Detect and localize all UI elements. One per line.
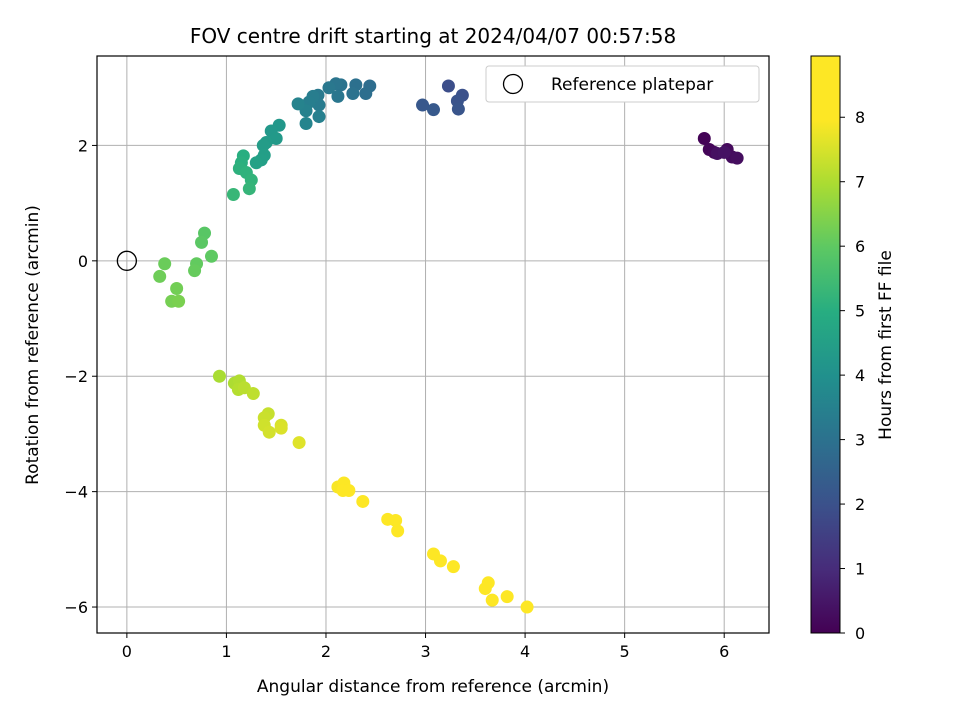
data-point (433, 554, 447, 568)
data-point (242, 182, 256, 196)
colorbar-tick-label: 3 (855, 431, 865, 450)
colorbar-tick-label: 0 (855, 624, 865, 643)
data-point (249, 156, 263, 170)
data-point (359, 87, 373, 101)
y-axis-ticks: −6 −4 −2 0 2 (64, 136, 97, 617)
colorbar-tick-label: 8 (855, 108, 865, 127)
data-point (170, 282, 184, 296)
colorbar (810, 55, 841, 634)
y-tick-label: 2 (78, 136, 88, 155)
data-point (416, 98, 430, 112)
data-point (195, 235, 209, 249)
x-axis-label: Angular distance from reference (arcmin) (257, 677, 609, 697)
y-tick-label: −4 (64, 483, 88, 502)
data-point (697, 132, 711, 146)
data-point (172, 294, 186, 308)
data-point (291, 97, 305, 111)
data-point (274, 421, 288, 435)
data-point (346, 87, 360, 101)
data-point (322, 81, 336, 95)
chart-title: FOV centre drift starting at 2024/04/07 … (190, 24, 676, 48)
x-tick-label: 2 (321, 642, 331, 661)
data-point (226, 187, 240, 201)
data-point (441, 79, 455, 93)
colorbar-tick-label: 1 (855, 560, 865, 579)
colorbar-ticks: 0 1 2 3 4 5 6 7 8 (840, 108, 865, 643)
data-point (331, 89, 345, 103)
y-tick-label: 0 (78, 252, 88, 271)
grid-lines (97, 56, 769, 633)
data-point (312, 110, 326, 124)
legend: Reference platepar (485, 65, 760, 103)
data-point (478, 582, 492, 596)
reference-marker (116, 250, 138, 271)
x-tick-label: 3 (420, 642, 430, 661)
reference-platepar-marker (116, 250, 138, 271)
plot-frame (96, 55, 770, 634)
data-point (153, 269, 167, 283)
data-point (246, 387, 260, 401)
data-point (262, 425, 276, 439)
data-point (269, 132, 283, 146)
data-point (717, 145, 731, 159)
data-point (204, 249, 218, 263)
colorbar-tick-label: 4 (855, 366, 865, 385)
x-tick-label: 0 (122, 642, 132, 661)
x-axis-ticks: 0 1 2 3 4 5 6 (122, 633, 729, 661)
data-point (389, 513, 403, 527)
colorbar-label: Hours from first FF file (876, 250, 896, 440)
data-point (446, 560, 460, 574)
data-point (451, 102, 465, 116)
data-points (153, 77, 744, 614)
legend-reference-marker (502, 73, 524, 95)
x-tick-label: 1 (221, 642, 231, 661)
data-point (158, 257, 172, 271)
colorbar-tick-label: 2 (855, 495, 865, 514)
data-point (299, 117, 313, 131)
colorbar-tick-label: 7 (855, 173, 865, 192)
data-point (342, 483, 356, 497)
data-point (500, 590, 514, 604)
data-point (391, 524, 405, 538)
legend-label: Reference platepar (551, 75, 713, 95)
y-axis-label: Rotation from reference (arcmin) (23, 205, 43, 485)
data-point (520, 600, 534, 614)
y-tick-label: −2 (64, 367, 88, 386)
colorbar-tick-label: 5 (855, 302, 865, 321)
data-point (426, 103, 440, 117)
data-point (356, 494, 370, 508)
data-point (730, 151, 744, 165)
data-point (188, 264, 202, 278)
x-tick-label: 4 (520, 642, 530, 661)
data-point (256, 138, 270, 152)
colorbar-tick-label: 6 (855, 237, 865, 256)
x-tick-label: 5 (620, 642, 630, 661)
x-tick-label: 6 (719, 642, 729, 661)
legend-box (485, 65, 760, 103)
data-point (485, 593, 499, 607)
data-point (212, 369, 226, 383)
y-tick-label: −6 (64, 598, 88, 617)
data-point (292, 436, 306, 450)
